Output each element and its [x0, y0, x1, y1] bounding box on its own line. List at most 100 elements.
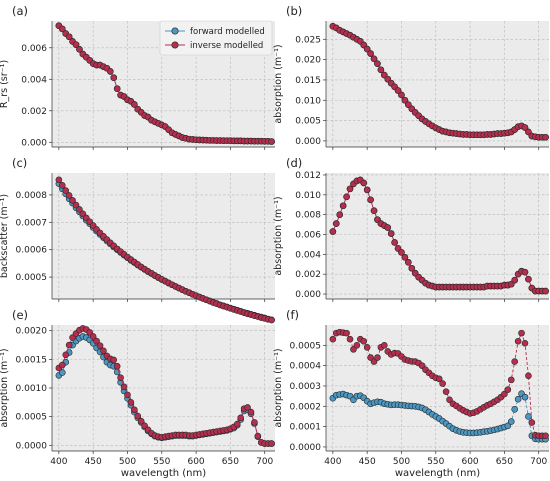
- data-point-inverse: [367, 50, 374, 57]
- data-point-inverse: [542, 287, 549, 295]
- series-line-inverse: [332, 331, 546, 437]
- x-tick-label: 450: [85, 457, 102, 467]
- legend: forward modelled inverse modelled: [159, 20, 273, 56]
- data-point-inverse: [120, 383, 128, 391]
- data-point-inverse: [124, 391, 131, 399]
- data-point-inverse: [268, 440, 275, 447]
- panel-label: (b): [286, 4, 302, 18]
- y-axis-label: absorption (m⁻¹): [273, 44, 284, 123]
- y-tick-label: 0.0010: [16, 384, 48, 394]
- y-tick-label: 0.006: [21, 44, 47, 54]
- data-point-inverse: [398, 91, 405, 99]
- data-point-forward: [514, 395, 522, 403]
- data-point-inverse: [343, 193, 350, 201]
- data-point-inverse: [72, 201, 80, 209]
- data-point-inverse: [363, 45, 371, 53]
- x-tick-label: 600: [461, 457, 478, 467]
- y-tick-label: 0.002: [21, 107, 47, 117]
- data-point-inverse: [401, 96, 409, 104]
- data-point-inverse: [528, 419, 536, 426]
- data-point-inverse: [89, 333, 97, 340]
- y-tick-label: 0.0000: [16, 441, 48, 451]
- x-tick-label: 500: [119, 457, 136, 467]
- data-point-inverse: [521, 339, 529, 347]
- x-tick-label: 450: [359, 457, 376, 467]
- data-point-inverse: [100, 347, 107, 355]
- data-point-inverse: [76, 46, 83, 53]
- data-point-inverse: [69, 197, 76, 204]
- data-point-forward: [507, 418, 515, 425]
- data-point-inverse: [353, 342, 361, 349]
- y-tick-label: 0.0005: [290, 341, 322, 351]
- legend-inverse-label: inverse modelled: [190, 41, 263, 51]
- legend-box: [159, 20, 273, 56]
- x-axis-label: wavelength (nm): [121, 468, 206, 479]
- y-tick-label: 0.012: [295, 171, 321, 181]
- y-tick-label: 0.010: [295, 96, 321, 106]
- y-tick-label: 0.008: [295, 211, 321, 221]
- data-point-inverse: [398, 249, 405, 256]
- data-point-inverse: [72, 41, 80, 48]
- x-axis-label: wavelength (nm): [395, 468, 480, 479]
- y-tick-label: 0.0007: [16, 218, 48, 228]
- y-tick-label: 0.0001: [290, 423, 322, 433]
- data-point-inverse: [367, 196, 374, 204]
- data-point-inverse: [384, 224, 392, 231]
- data-point-inverse: [131, 101, 138, 108]
- data-point-inverse: [254, 432, 262, 440]
- x-tick-label: 400: [324, 457, 341, 467]
- data-point-inverse: [332, 220, 340, 227]
- data-point-inverse: [131, 406, 138, 414]
- y-tick-label: 0.002: [295, 270, 321, 280]
- y-tick-label: 0.010: [295, 191, 321, 201]
- panel-3: 0.000 0.002 0.004 0.006 0.008 0.010 0.012(d) ab…: [273, 156, 549, 302]
- x-tick-label: 550: [153, 457, 170, 467]
- x-tick-label: 400: [50, 457, 67, 467]
- panel-label: (f): [286, 308, 299, 322]
- y-tick-label: 0.0004: [290, 362, 322, 372]
- panel-2: 0.0005 0.0006 0.0007 0.0008 (c) backscatter (…: [0, 156, 275, 324]
- data-point-inverse: [405, 258, 412, 266]
- data-point-inverse: [117, 374, 124, 381]
- y-tick-label: 0.0000: [290, 443, 322, 453]
- y-tick-label: 0.000: [295, 137, 321, 147]
- panel-label: (a): [12, 4, 28, 18]
- data-point-inverse: [58, 361, 66, 369]
- data-point-inverse: [518, 329, 525, 337]
- data-point-inverse: [507, 376, 515, 384]
- data-point-inverse: [511, 276, 518, 284]
- data-point-inverse: [435, 375, 443, 383]
- data-point-inverse: [58, 25, 66, 33]
- data-point-inverse: [504, 386, 512, 393]
- data-point-forward: [511, 406, 518, 413]
- y-tick-label: 0.0003: [290, 382, 322, 392]
- panel-4: 400 450 500 550 600 650 700 0.0000 0.0005 0.0010 0…: [0, 308, 275, 479]
- data-point-inverse: [107, 68, 114, 75]
- data-point-inverse: [244, 404, 251, 411]
- y-tick-label: 0.004: [21, 75, 47, 85]
- data-point-inverse: [394, 87, 402, 94]
- data-point-inverse: [237, 414, 244, 422]
- y-tick-label: 0.004: [295, 250, 321, 260]
- y-tick-label: 0.0008: [16, 191, 48, 201]
- data-point-inverse: [360, 337, 368, 345]
- data-point-inverse: [58, 182, 66, 189]
- data-point-forward: [521, 393, 529, 401]
- data-point-inverse: [360, 179, 368, 187]
- data-point-inverse: [134, 412, 142, 420]
- y-tick-label: 0.005: [295, 117, 321, 127]
- y-axis-label: backscatter (m⁻¹): [0, 194, 10, 278]
- panel-label: (e): [12, 308, 28, 322]
- x-tick-label: 500: [393, 457, 410, 467]
- data-point-inverse: [501, 390, 508, 398]
- data-point-inverse: [55, 176, 63, 184]
- legend-forward-marker: [171, 27, 179, 35]
- data-point-forward: [504, 422, 512, 430]
- panel-label: (c): [12, 156, 27, 170]
- data-point-forward: [525, 413, 532, 420]
- data-point-inverse: [521, 268, 529, 276]
- data-point-inverse: [401, 254, 409, 261]
- y-axis-label: absorption (m⁻¹): [273, 196, 284, 275]
- y-tick-label: 0.0020: [16, 327, 48, 337]
- y-tick-label: 0.000: [21, 138, 47, 148]
